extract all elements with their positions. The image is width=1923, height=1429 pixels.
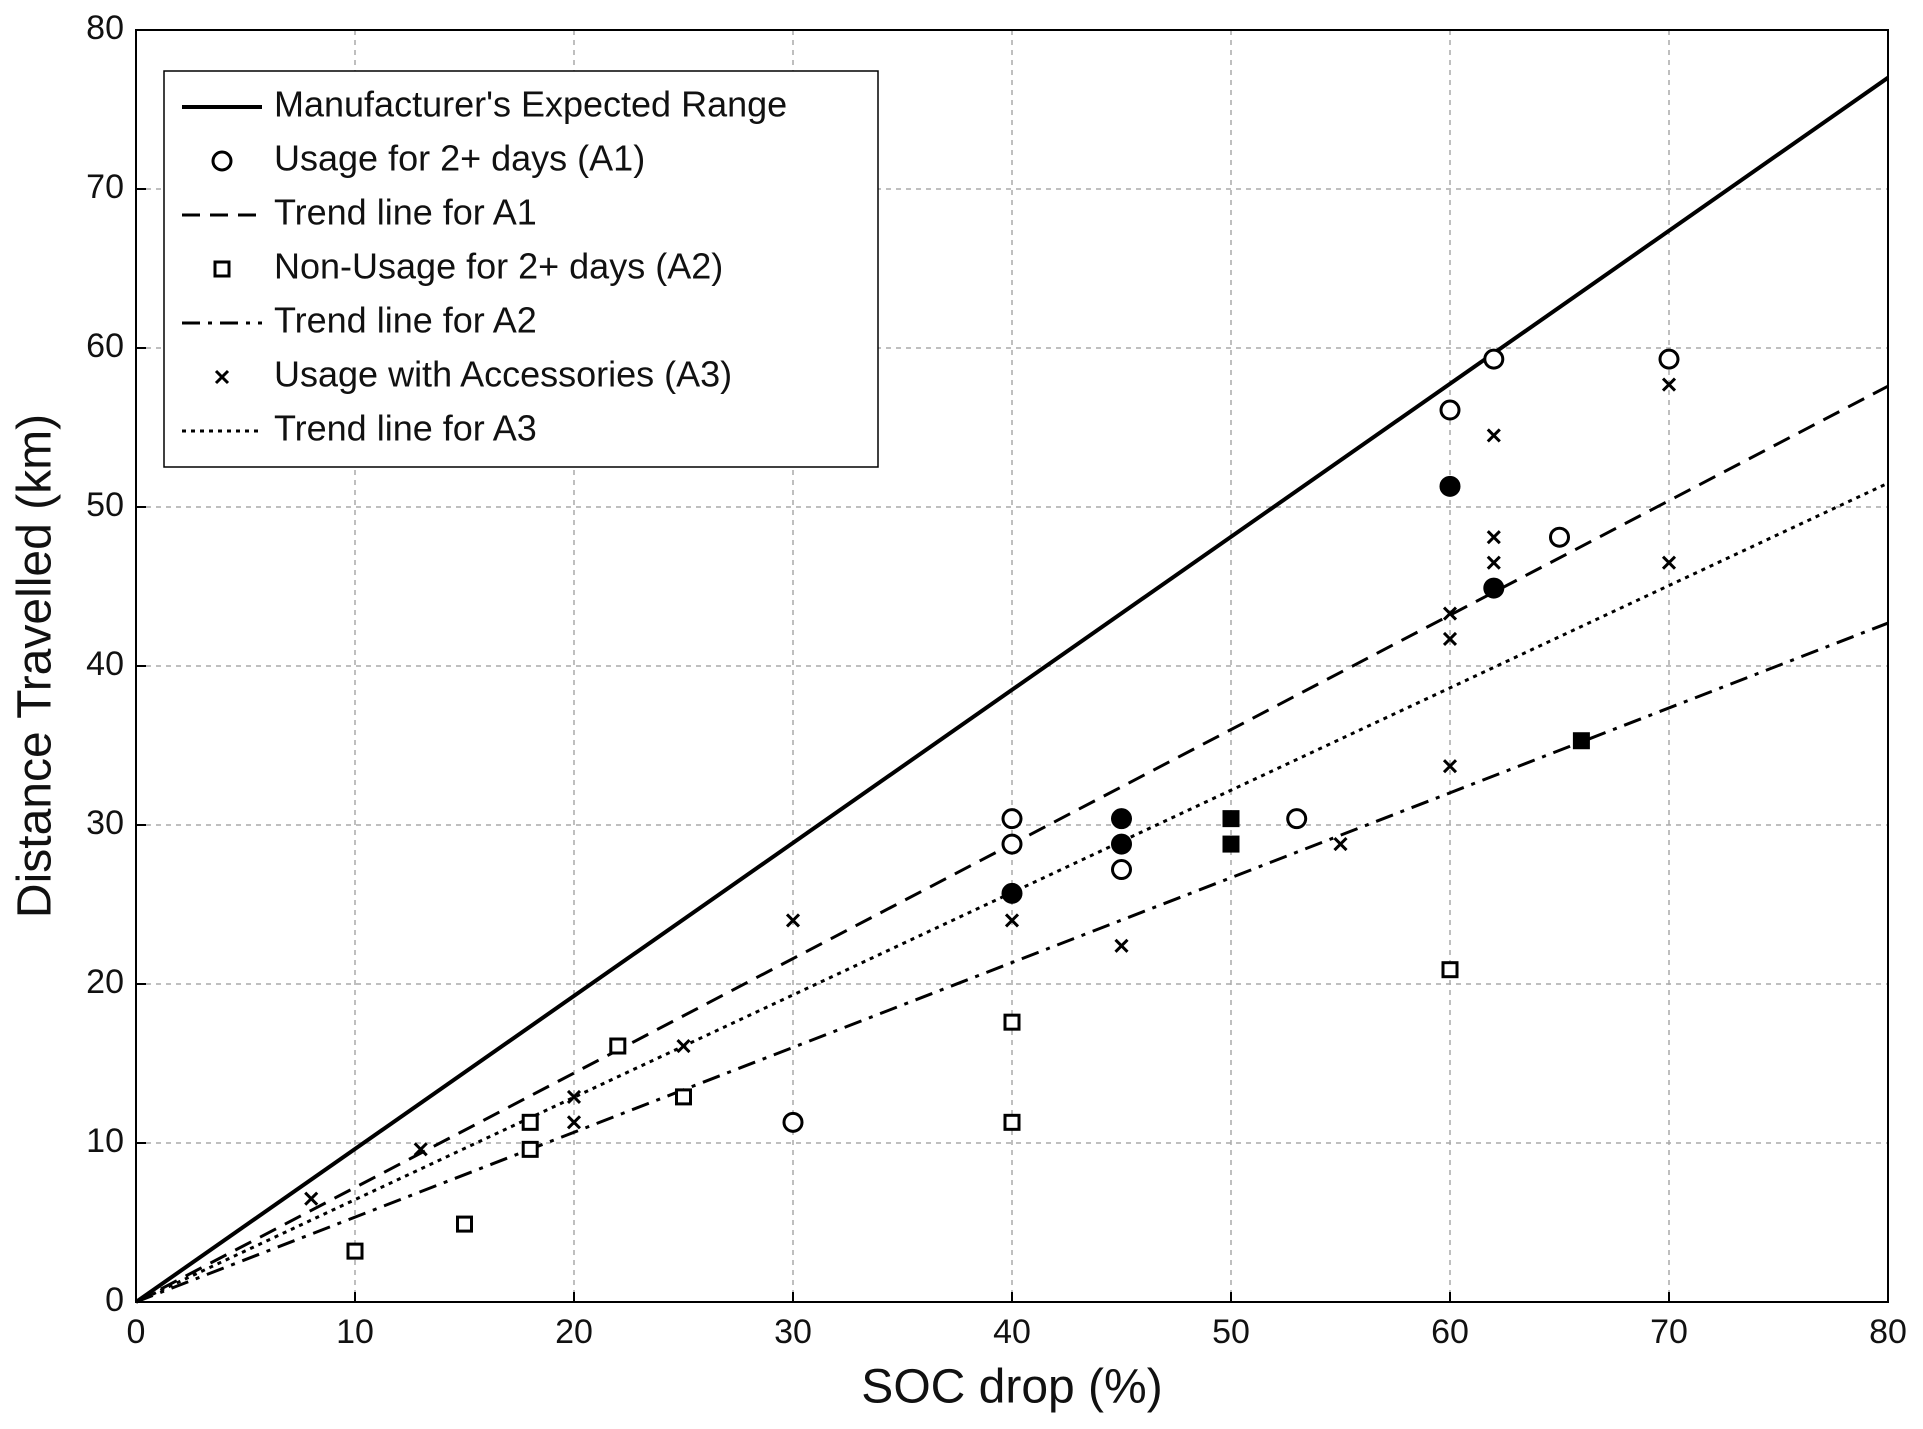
point [1111, 859, 1132, 881]
y-axis-label: Distance Travelled (km) [9, 414, 62, 918]
point [1111, 808, 1132, 830]
point [1572, 732, 1590, 750]
point [1001, 833, 1023, 855]
legend-label: Trend line for A3 [274, 408, 537, 449]
point [1001, 882, 1023, 904]
point [1658, 348, 1680, 370]
point [1222, 835, 1240, 853]
point [1549, 526, 1570, 548]
point [1439, 399, 1461, 421]
point [1333, 837, 1348, 852]
legend-label: Non-Usage for 2+ days (A2) [274, 246, 723, 287]
legend-box [163, 70, 879, 468]
point [676, 1038, 691, 1054]
point [566, 1089, 582, 1104]
legend: Manufacturer's Expected Range Usage for 2… [163, 70, 879, 468]
x-axis-label: SOC drop (%) [861, 1361, 1162, 1414]
point [1111, 833, 1132, 855]
point [1486, 555, 1501, 570]
y-tick-label: 60 [86, 327, 124, 365]
point [1483, 577, 1505, 599]
point [785, 913, 801, 928]
point [413, 1142, 428, 1157]
point [1003, 1113, 1021, 1131]
plot-frame [135, 29, 1889, 1303]
point [1483, 348, 1505, 370]
y-tick-label: 10 [86, 1122, 124, 1160]
point [566, 1115, 582, 1130]
point [1001, 808, 1023, 830]
x-tick-label: 10 [336, 1313, 374, 1351]
point [1442, 606, 1458, 621]
x-tick-label: 80 [1869, 1313, 1907, 1351]
point [1004, 913, 1020, 928]
y-tick-label: 20 [86, 963, 124, 1001]
legend-label: Usage with Accessories (A3) [274, 354, 732, 395]
y-tick-label: 50 [86, 486, 124, 524]
legend-label: Trend line for A2 [274, 300, 537, 341]
point [1286, 808, 1308, 830]
point [521, 1140, 539, 1158]
point [521, 1113, 539, 1131]
y-tick-label: 70 [86, 168, 124, 206]
point [346, 1242, 364, 1260]
x-tick-label: 50 [1212, 1313, 1250, 1351]
legend-label: Manufacturer's Expected Range [274, 84, 787, 125]
legend-label: Usage for 2+ days (A1) [274, 138, 645, 179]
point [1439, 475, 1461, 497]
point [1486, 530, 1501, 545]
point [1114, 938, 1129, 953]
point [1486, 428, 1501, 443]
point [782, 1111, 804, 1133]
point [1003, 1013, 1021, 1031]
legend-label: Trend line for A1 [274, 192, 537, 233]
point [1442, 759, 1458, 774]
legend-swatch [213, 260, 231, 278]
point [1222, 810, 1240, 828]
point [1661, 377, 1677, 392]
x-tick-label: 0 [127, 1313, 146, 1351]
x-tick-label: 40 [993, 1313, 1031, 1351]
legend-swatch [214, 369, 230, 385]
point [1661, 555, 1677, 570]
point [456, 1215, 473, 1233]
x-tick-label: 30 [774, 1313, 812, 1351]
y-tick-label: 30 [86, 804, 124, 842]
point [609, 1037, 627, 1055]
x-tick-label: 70 [1650, 1313, 1688, 1351]
point [304, 1191, 319, 1206]
legend-swatch [211, 150, 233, 172]
y-tick-label: 40 [86, 645, 124, 683]
trend-line [134, 76, 1890, 1304]
trend-line [135, 621, 1889, 1304]
point [675, 1088, 692, 1106]
point [1442, 631, 1458, 647]
y-tick-label: 80 [86, 9, 124, 47]
x-tick-label: 60 [1431, 1313, 1469, 1351]
point [1441, 961, 1459, 979]
y-tick-label: 0 [105, 1281, 124, 1319]
x-tick-label: 20 [555, 1313, 593, 1351]
